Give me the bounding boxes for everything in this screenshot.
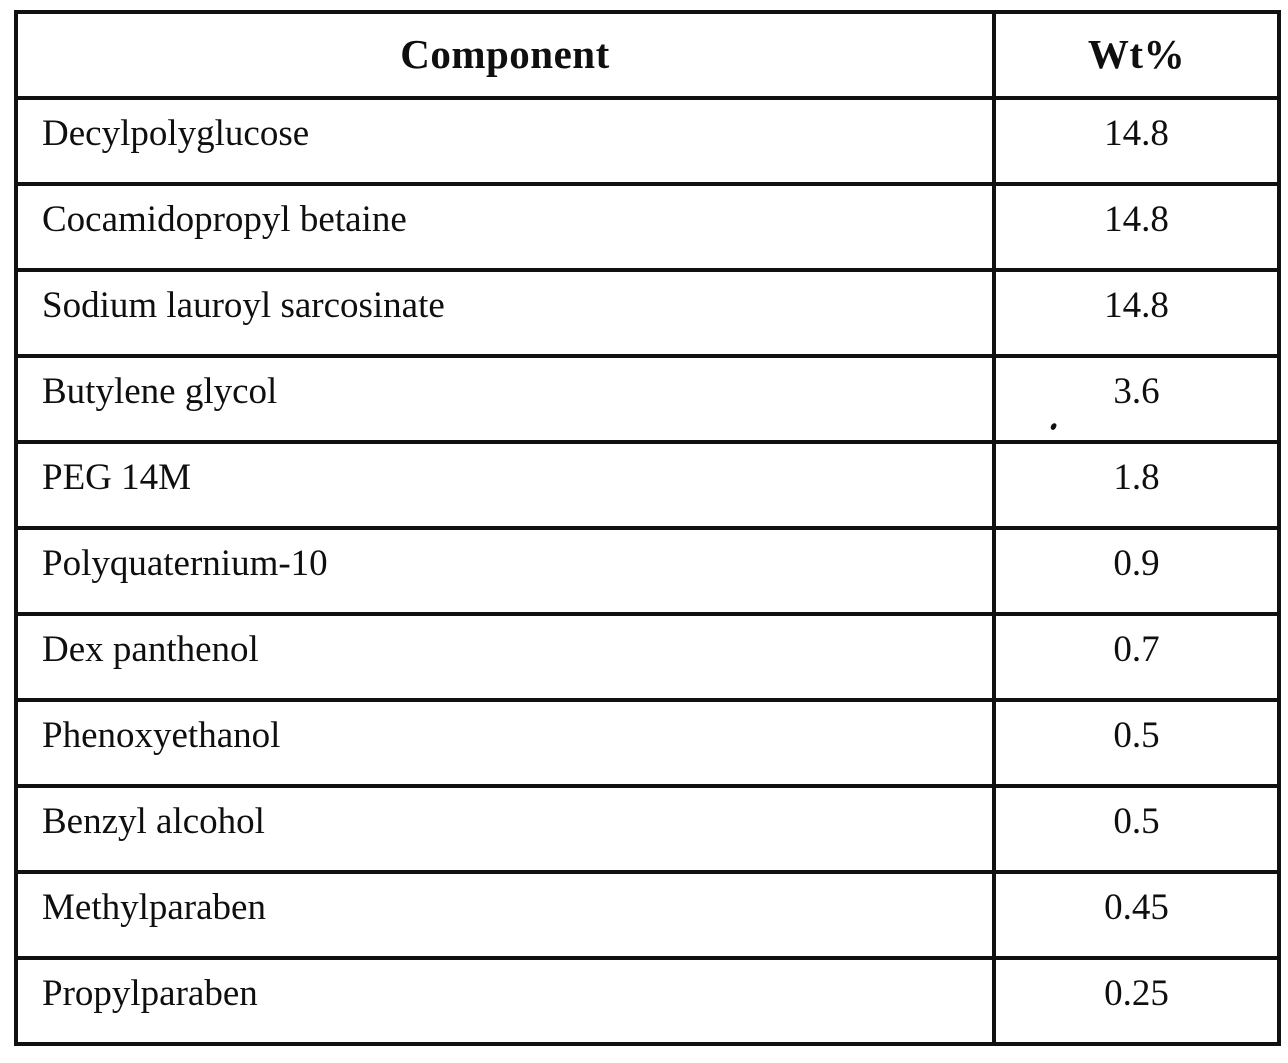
component-cell: Decylpolyglucose [14, 96, 996, 186]
table-row: Sodium lauroyl sarcosinate 14.8 [14, 268, 1281, 358]
wt-cell: 14.8 [992, 96, 1281, 186]
table-row: Methylparaben 0.45 [14, 870, 1281, 960]
component-cell: Sodium lauroyl sarcosinate [14, 268, 996, 358]
component-cell: Butylene glycol [14, 354, 996, 444]
table-row: PEG 14M 1.8 [14, 440, 1281, 530]
wt-cell: 3.6 [992, 354, 1281, 444]
component-cell: Phenoxyethanol [14, 698, 996, 788]
wt-cell: 14.8 [992, 268, 1281, 358]
wt-cell: 0.5 [992, 784, 1281, 874]
table-header-row: Component Wt% [14, 10, 1281, 100]
wt-cell: 0.5 [992, 698, 1281, 788]
component-table: Component Wt% Decylpolyglucose 14.8 Coca… [14, 10, 1281, 1046]
wt-cell: 0.45 [992, 870, 1281, 960]
table-row: Propylparaben 0.25 [14, 956, 1281, 1046]
component-cell: Methylparaben [14, 870, 996, 960]
wt-cell: 0.25 [992, 956, 1281, 1046]
wt-cell: 1.8 [992, 440, 1281, 530]
component-cell: Cocamidopropyl betaine [14, 182, 996, 272]
component-cell: Dex panthenol [14, 612, 996, 702]
wt-cell: 0.9 [992, 526, 1281, 616]
table-row: Decylpolyglucose 14.8 [14, 96, 1281, 186]
component-cell: Polyquaternium-10 [14, 526, 996, 616]
column-header-component: Component [14, 10, 996, 100]
table-row: Butylene glycol 3.6 [14, 354, 1281, 444]
column-header-wt: Wt% [992, 10, 1281, 100]
wt-cell: 0.7 [992, 612, 1281, 702]
table-row: Cocamidopropyl betaine 14.8 [14, 182, 1281, 272]
table-row: Dex panthenol 0.7 [14, 612, 1281, 702]
component-cell: Benzyl alcohol [14, 784, 996, 874]
table-row: Benzyl alcohol 0.5 [14, 784, 1281, 874]
component-cell: Propylparaben [14, 956, 996, 1046]
table-row: Phenoxyethanol 0.5 [14, 698, 1281, 788]
table-row: Polyquaternium-10 0.9 [14, 526, 1281, 616]
component-cell: PEG 14M [14, 440, 996, 530]
wt-cell: 14.8 [992, 182, 1281, 272]
